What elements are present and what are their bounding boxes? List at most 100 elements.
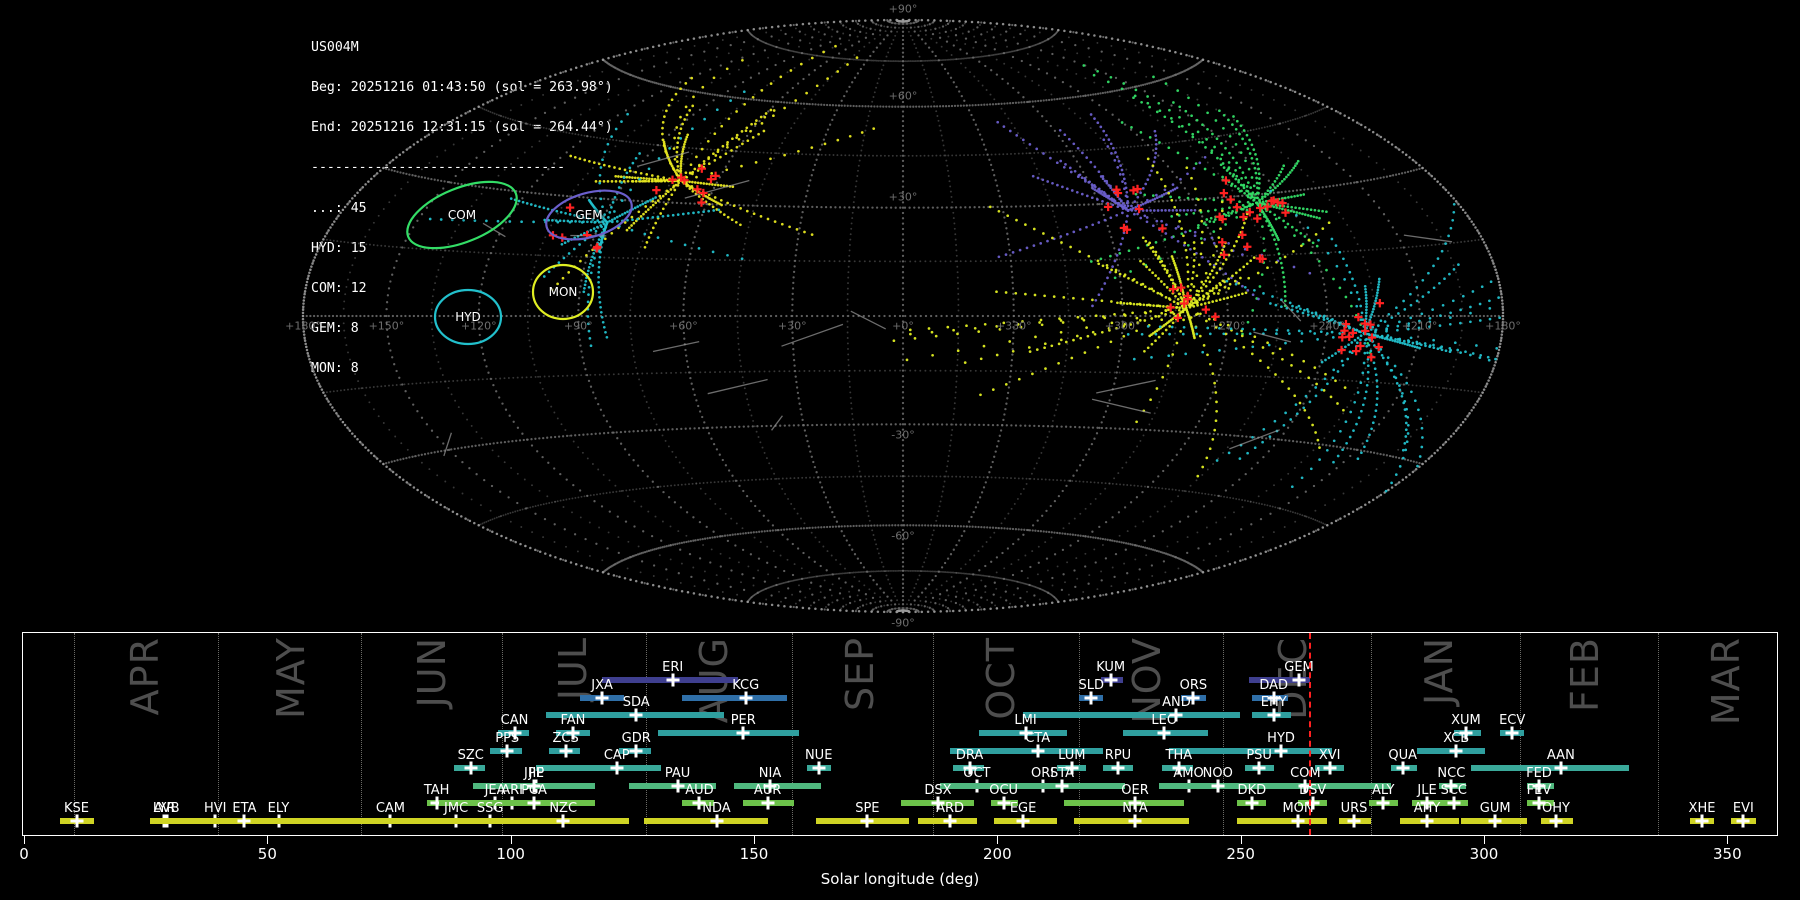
- shower-bar-label-szc: SZC: [457, 748, 484, 764]
- axis-tick-label: 200: [983, 845, 1012, 863]
- shower-ellipse-hyd: [433, 288, 503, 346]
- shower-peak-marker-ocu: [997, 796, 1011, 810]
- shower-bar-nda[interactable]: [643, 818, 768, 824]
- ra-grid-label: +180°: [1485, 319, 1521, 333]
- shower-bar-label-ori: ORI: [1031, 765, 1055, 781]
- shower-peak-marker-hyd: [1274, 744, 1288, 758]
- shower-peak-marker-pca: [527, 796, 541, 810]
- month-divider-oct: [933, 633, 935, 835]
- axis-title: Solar longitude (deg): [820, 870, 980, 888]
- ra-grid-label: +240°: [1309, 319, 1346, 333]
- shower-peak-marker-can: [508, 726, 522, 740]
- sky-map-panel: COM GEM MON HYD +90° +60° +30° -30° -60° -90° +180…: [285, 3, 1521, 630]
- shower-bar-label-dsx: DSX: [924, 783, 952, 799]
- shower-peak-marker-com: [1298, 779, 1312, 793]
- shower-bar-label-oer: OER: [1121, 783, 1149, 799]
- solar-longitude-axis: 0 50 100 150 200 250 300 350 Solar longitude (d…: [19, 836, 1778, 900]
- shower-bar-oer[interactable]: [1064, 800, 1184, 807]
- month-divider-jan: [1371, 633, 1373, 835]
- shower-bar-label-xum: XUM: [1451, 713, 1481, 728]
- shower-bar-noo[interactable]: [1161, 782, 1250, 789]
- shower-bar-label-leo: LEO: [1151, 713, 1178, 728]
- shower-peak-marker-aur: [761, 796, 775, 810]
- shower-bar-label-dra: DRA: [955, 748, 984, 764]
- session-end-line: End: 20251216 12:31:15 (sol = 264.44°): [311, 120, 613, 136]
- ra-grid-label: +270°: [1209, 319, 1246, 333]
- month-label-jul: JUL: [550, 637, 595, 701]
- shower-bar-label-mon: MON: [1282, 801, 1314, 816]
- shower-peak-marker-gdr: [629, 744, 643, 758]
- shower-bar-mon[interactable]: [1237, 818, 1328, 824]
- month-label-mar: MAR: [1704, 637, 1749, 726]
- shower-bar-label-cam: CAM: [375, 801, 406, 816]
- axis-tick-label: 300: [1469, 845, 1499, 863]
- shower-bar-label-nta: NTA: [1122, 801, 1148, 816]
- shower-bar-label-kum: KUM: [1096, 660, 1126, 676]
- axis-tick: [754, 836, 755, 844]
- shower-peak-marker-ard: [943, 814, 957, 828]
- shower-bar-label-gum: GUM: [1479, 801, 1511, 816]
- shower-peak-marker-dsv: [1306, 796, 1320, 810]
- shower-bar-jmc[interactable]: [293, 818, 525, 824]
- shower-bar-aan[interactable]: [1470, 765, 1629, 772]
- shower-bar-label-scc: SCC: [1440, 783, 1467, 799]
- shower-bar-label-aan: AAN: [1546, 748, 1575, 764]
- shower-bar-nzc[interactable]: [419, 818, 629, 824]
- shower-bar-label-tah: TAH: [423, 783, 450, 799]
- shower-bar-cta[interactable]: [950, 747, 1104, 754]
- shower-bar-per[interactable]: [658, 730, 800, 736]
- shower-bar-label-ari: ARI: [501, 783, 523, 799]
- month-label-jan: JAN: [1417, 637, 1462, 705]
- shower-peak-marker-kcg: [739, 691, 753, 705]
- shower-peak-marker-xcb: [1449, 744, 1463, 758]
- shower-bar-label-ohy: OHY: [1542, 801, 1570, 816]
- axis-tick: [510, 836, 512, 844]
- month-label-may: MAY: [268, 637, 313, 720]
- ra-grid-label: +0°: [892, 319, 914, 333]
- shower-peak-marker-tha: [1172, 761, 1186, 775]
- shower-peak-marker-aly: [1376, 796, 1390, 810]
- shower-peak-marker-cap: [610, 761, 624, 775]
- shower-peak-marker-ohy: [1549, 814, 1563, 828]
- month-label-sep: SEP: [838, 637, 883, 712]
- ra-grid-label: +210°: [1401, 319, 1438, 333]
- count-row-mon: MON: 8: [311, 361, 359, 377]
- shower-bar-label-fev: FEV: [1526, 783, 1552, 799]
- month-divider-apr: [74, 633, 76, 835]
- shower-bar-label-pps: PPS: [495, 730, 520, 746]
- shower-bar-pca[interactable]: [453, 800, 595, 807]
- shower-peak-marker-gum: [1488, 814, 1502, 828]
- shower-bar-sta[interactable]: [940, 782, 1126, 789]
- dec-grid-label: -60°: [891, 529, 915, 543]
- month-divider-aug: [645, 633, 647, 835]
- shower-bar-label-urs: URS: [1340, 801, 1368, 816]
- shower-bar-label-kcg: KCG: [732, 677, 760, 693]
- shower-bar-gem[interactable]: [1249, 677, 1311, 684]
- shower-peak-marker-oer: [1128, 796, 1142, 810]
- shower-peak-marker-tah: [430, 796, 444, 810]
- shower-bar-label-can: CAN: [500, 713, 529, 728]
- info-separator: --------------------------------: [311, 160, 566, 176]
- shower-bar-label-dkd: DKD: [1237, 783, 1267, 799]
- timeline-plot-area: APRMAYJUNJULAUGSEPOCTNOVDECJANFEBMARERIK…: [23, 633, 1777, 835]
- shower-bar-label-eta: ETA: [232, 801, 257, 816]
- shower-bar-com[interactable]: [1242, 782, 1391, 789]
- shower-bar-hyd[interactable]: [1169, 747, 1333, 754]
- shower-bar-label-dad: DAD: [1259, 677, 1289, 693]
- shower-bar-kcg[interactable]: [682, 694, 788, 701]
- shower-bar-label-pau: PAU: [664, 765, 691, 781]
- shower-bar-label-com: COM: [1290, 765, 1321, 781]
- shower-peak-marker-fev: [1532, 796, 1546, 810]
- shower-label-com: COM: [447, 208, 477, 222]
- dec-grid-label: -90°: [891, 616, 915, 630]
- shower-bar-label-sta: STA: [1049, 765, 1075, 781]
- shower-bar-and[interactable]: [1023, 712, 1240, 719]
- shower-bar-nia[interactable]: [733, 782, 822, 789]
- shower-bar-label-per: PER: [730, 713, 756, 728]
- shower-bar-eta[interactable]: [149, 818, 298, 824]
- shower-peak-marker-lmi: [1019, 726, 1033, 740]
- shower-peak-marker-nda: [710, 814, 723, 828]
- shower-bar-label-xcb: XCB: [1443, 730, 1470, 746]
- shower-bar-cap[interactable]: [536, 765, 661, 772]
- shower-peak-marker-szc: [464, 761, 478, 775]
